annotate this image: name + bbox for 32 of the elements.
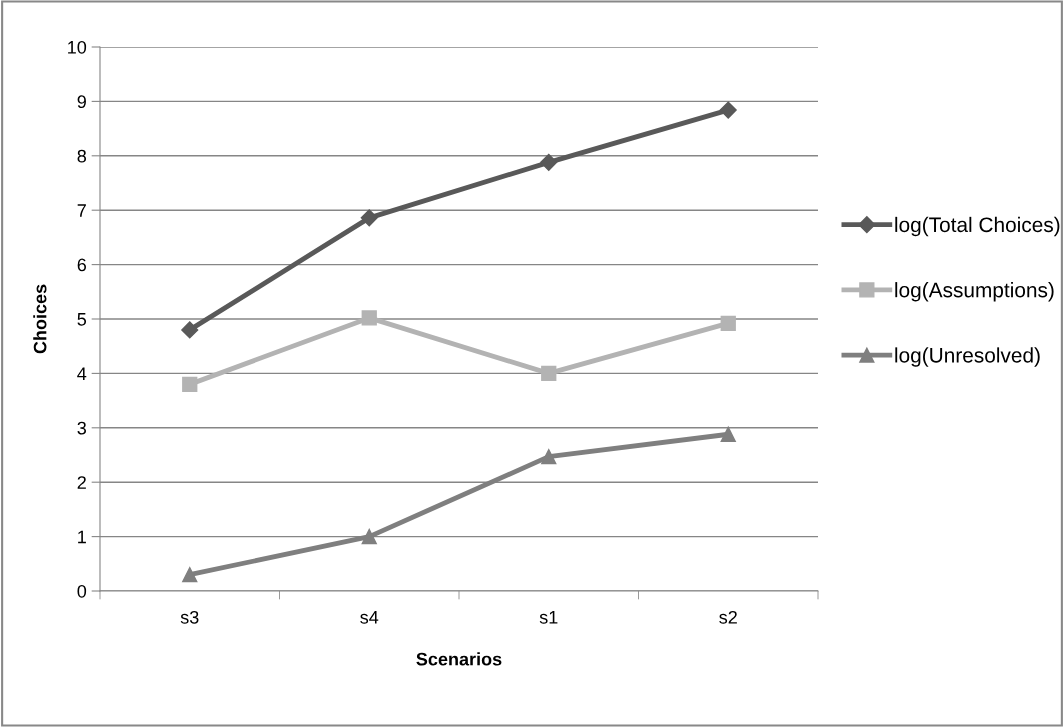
point [361,528,377,545]
y-tick-label: 4 [77,367,87,380]
legend-label: log(Total Choices) [895,216,1060,237]
x-axis-title: Scenarios [416,652,502,666]
point [182,567,198,583]
y-tick-label: 7 [77,204,86,217]
y-tick-label: 5 [77,313,87,326]
point [541,448,557,465]
point [541,365,557,382]
point [361,310,377,326]
point [540,153,558,171]
point [720,315,736,331]
point [719,101,737,119]
x-tick-label: s1 [539,611,558,624]
x-tick-label: s4 [360,611,379,624]
point [720,426,736,442]
y-axis-title: Choices [33,284,47,354]
y-tick-label: 10 [68,40,87,54]
x-tick-label: s2 [719,610,737,624]
point [182,376,198,392]
legend-label: log(Assumptions) [895,282,1054,302]
y-tick-label: 2 [77,476,86,489]
y-tick-label: 0 [77,584,87,598]
legend-label: log(Unresolved) [895,347,1040,367]
y-tick-label: 1 [78,530,86,544]
y-tick-label: 8 [77,149,87,163]
y-tick-label: 6 [77,258,87,272]
point [360,209,378,227]
y-tick-label: 9 [77,95,86,109]
point [181,321,199,339]
x-tick-label: s3 [180,610,199,624]
y-tick-label: 3 [77,421,87,435]
